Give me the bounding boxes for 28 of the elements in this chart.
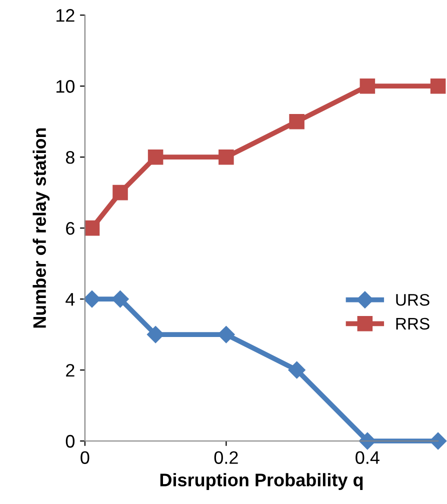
point bbox=[83, 290, 101, 308]
y-tick-label: 0 bbox=[66, 434, 74, 448]
y-tick-label: 8 bbox=[66, 151, 74, 164]
y-axis-title: Number of relay station bbox=[32, 128, 50, 328]
point bbox=[288, 361, 306, 379]
point bbox=[358, 432, 376, 450]
point bbox=[430, 432, 447, 450]
point bbox=[147, 326, 164, 344]
y-tick-label: 4 bbox=[66, 293, 75, 306]
point bbox=[360, 78, 376, 94]
point bbox=[112, 184, 128, 200]
point bbox=[289, 114, 304, 130]
legend-label: RRS bbox=[396, 318, 430, 330]
point bbox=[218, 326, 235, 344]
y-tick-label: 12 bbox=[56, 9, 74, 22]
point bbox=[430, 78, 446, 94]
x-tick-label: 0.4 bbox=[356, 451, 380, 464]
point bbox=[218, 149, 234, 165]
y-tick-label: 10 bbox=[56, 80, 75, 93]
x-axis-title: Disruption Probability q bbox=[160, 473, 363, 490]
x-tick-label: 0 bbox=[80, 451, 90, 464]
y-tick-label: 6 bbox=[66, 222, 74, 235]
legend-label: URS bbox=[396, 294, 430, 306]
point bbox=[84, 220, 100, 236]
point bbox=[148, 149, 164, 165]
y-tick-label: 2 bbox=[66, 364, 74, 377]
point bbox=[112, 290, 129, 308]
x-tick-label: 0.2 bbox=[214, 451, 238, 464]
